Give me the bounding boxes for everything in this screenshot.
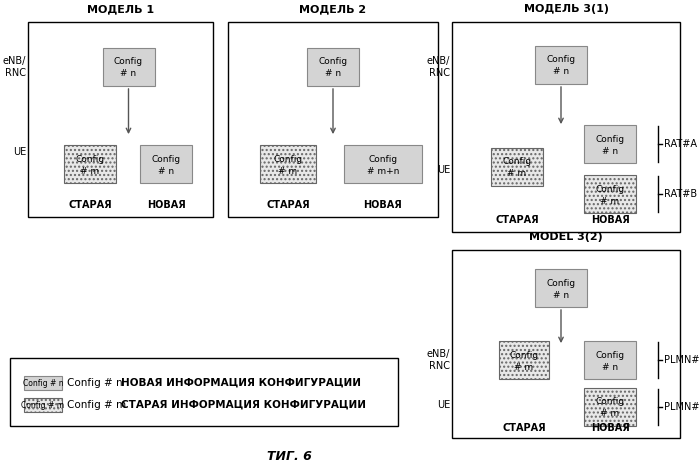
- Text: СТАРАЯ: СТАРАЯ: [502, 423, 546, 433]
- Text: eNB/
RNC: eNB/ RNC: [426, 56, 450, 78]
- Bar: [499, 341, 549, 379]
- Text: # n: # n: [325, 69, 341, 78]
- Bar: [140, 145, 192, 183]
- Text: МОДЕЛЬ 1: МОДЕЛЬ 1: [87, 4, 154, 14]
- Text: Config: Config: [547, 55, 575, 64]
- Bar: [260, 145, 316, 183]
- Bar: [584, 388, 636, 426]
- Bar: [535, 269, 587, 307]
- Text: # n: # n: [602, 363, 618, 371]
- Bar: [103, 48, 154, 86]
- Text: # m: # m: [600, 410, 619, 418]
- Text: PLMN#2: PLMN#2: [664, 402, 699, 412]
- Text: # n: # n: [158, 166, 174, 176]
- Text: UE: UE: [437, 165, 450, 175]
- Bar: [24, 376, 62, 390]
- Text: Config # n: Config # n: [67, 378, 122, 388]
- Text: # n: # n: [602, 146, 618, 156]
- Text: Config: Config: [319, 57, 347, 67]
- Bar: [535, 46, 587, 84]
- Text: MODEL 3(2): MODEL 3(2): [529, 232, 603, 242]
- Bar: [344, 145, 422, 183]
- Text: PLMN#1: PLMN#1: [664, 355, 699, 365]
- Text: # m: # m: [600, 197, 619, 206]
- Text: eNB/
RNC: eNB/ RNC: [426, 349, 450, 371]
- Bar: [584, 175, 636, 213]
- Text: # m: # m: [80, 166, 99, 176]
- Text: Config: Config: [75, 155, 105, 164]
- Text: СТАРАЯ: СТАРАЯ: [495, 215, 539, 225]
- Text: НОВАЯ: НОВАЯ: [147, 200, 185, 210]
- Text: UE: UE: [437, 400, 450, 410]
- Text: СТАРАЯ: СТАРАЯ: [69, 200, 112, 210]
- Bar: [584, 125, 636, 163]
- Text: # m+n: # m+n: [367, 166, 399, 176]
- Text: RAT#A: RAT#A: [664, 139, 697, 149]
- Bar: [10, 358, 398, 426]
- Text: Config: Config: [510, 350, 538, 359]
- Text: Config: Config: [547, 279, 575, 288]
- Bar: [584, 341, 636, 379]
- Bar: [228, 22, 438, 217]
- Text: МОДЕЛЬ 3(1): МОДЕЛЬ 3(1): [524, 4, 609, 14]
- Text: Config: Config: [503, 158, 531, 166]
- Text: # m: # m: [514, 363, 533, 371]
- Text: НОВАЯ: НОВАЯ: [363, 200, 403, 210]
- Text: RAT#B: RAT#B: [664, 189, 697, 199]
- Text: НОВАЯ: НОВАЯ: [591, 215, 629, 225]
- Text: Config: Config: [596, 135, 625, 144]
- Text: Config: Config: [152, 155, 180, 164]
- Text: Config: Config: [114, 57, 143, 67]
- Text: eNB/
RNC: eNB/ RNC: [3, 56, 26, 78]
- Bar: [452, 22, 680, 232]
- Text: СТАРАЯ ИНФОРМАЦИЯ КОНФИГУРАЦИИ: СТАРАЯ ИНФОРМАЦИЯ КОНФИГУРАЦИИ: [121, 400, 366, 410]
- Text: # m: # m: [278, 166, 298, 176]
- Text: Config: Config: [596, 185, 625, 193]
- Bar: [64, 145, 116, 183]
- Text: Config: Config: [596, 350, 625, 359]
- Text: Config: Config: [596, 397, 625, 406]
- Text: UE: UE: [13, 147, 26, 157]
- Text: Config: Config: [273, 155, 303, 164]
- Text: СТАРАЯ: СТАРАЯ: [266, 200, 310, 210]
- Text: Config: Config: [368, 155, 398, 164]
- Text: Config # m: Config # m: [22, 400, 64, 410]
- Text: Config # m: Config # m: [67, 400, 126, 410]
- Text: # n: # n: [553, 68, 569, 76]
- Bar: [452, 250, 680, 438]
- Text: Config # n: Config # n: [22, 378, 64, 388]
- Text: НОВАЯ: НОВАЯ: [591, 423, 629, 433]
- Text: # n: # n: [553, 290, 569, 300]
- Bar: [307, 48, 359, 86]
- Text: ΤИГ. 6: ΤИГ. 6: [267, 450, 312, 462]
- Text: # m: # m: [507, 170, 526, 178]
- Bar: [24, 398, 62, 412]
- Text: НОВАЯ ИНФОРМАЦИЯ КОНФИГУРАЦИИ: НОВАЯ ИНФОРМАЦИЯ КОНФИГУРАЦИИ: [121, 378, 361, 388]
- Bar: [28, 22, 213, 217]
- Text: МОДЕЛЬ 2: МОДЕЛЬ 2: [299, 4, 366, 14]
- Text: # n: # n: [120, 69, 136, 78]
- Bar: [491, 148, 543, 186]
